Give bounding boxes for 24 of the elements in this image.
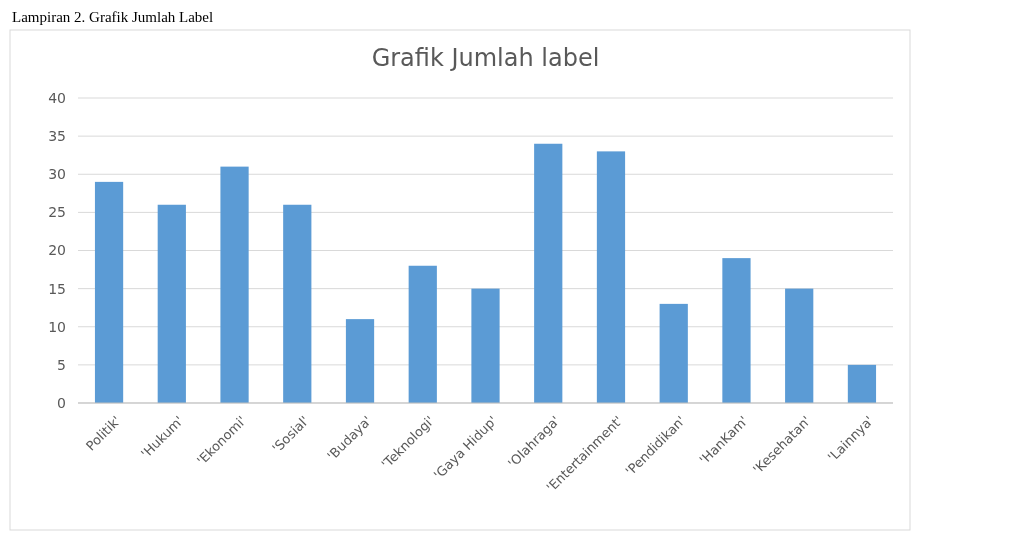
y-tick-label: 35 xyxy=(48,128,66,145)
bar xyxy=(534,143,563,403)
bar xyxy=(220,166,249,403)
bar xyxy=(345,319,375,403)
y-tick-label: 0 xyxy=(57,394,66,411)
chart-title: Grafik Jumlah label xyxy=(371,44,600,72)
bar xyxy=(94,181,124,403)
bar xyxy=(847,364,877,403)
bar xyxy=(785,288,814,403)
y-tick-label: 25 xyxy=(48,204,66,221)
bar xyxy=(659,303,688,403)
bar xyxy=(471,288,500,403)
y-tick-label: 10 xyxy=(48,318,66,335)
y-tick-label: 20 xyxy=(48,242,66,259)
bar xyxy=(596,151,626,403)
bar xyxy=(157,204,186,403)
text: Lampiran 2. Grafik Jumlah Label xyxy=(12,9,214,25)
y-tick-label: 5 xyxy=(57,356,66,373)
bar xyxy=(722,258,751,403)
bar xyxy=(283,204,312,403)
y-tick-label: 15 xyxy=(48,280,66,297)
bar xyxy=(408,265,437,403)
y-tick-label: 30 xyxy=(48,166,66,183)
y-tick-label: 40 xyxy=(48,89,66,106)
